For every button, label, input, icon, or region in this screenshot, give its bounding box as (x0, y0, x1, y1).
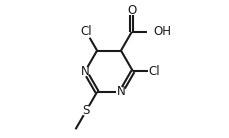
Text: N: N (116, 85, 125, 99)
Text: Cl: Cl (148, 65, 160, 78)
Text: S: S (82, 104, 90, 117)
Text: O: O (127, 4, 136, 17)
Text: OH: OH (153, 25, 171, 38)
Text: Cl: Cl (80, 25, 92, 38)
Text: N: N (80, 65, 89, 78)
